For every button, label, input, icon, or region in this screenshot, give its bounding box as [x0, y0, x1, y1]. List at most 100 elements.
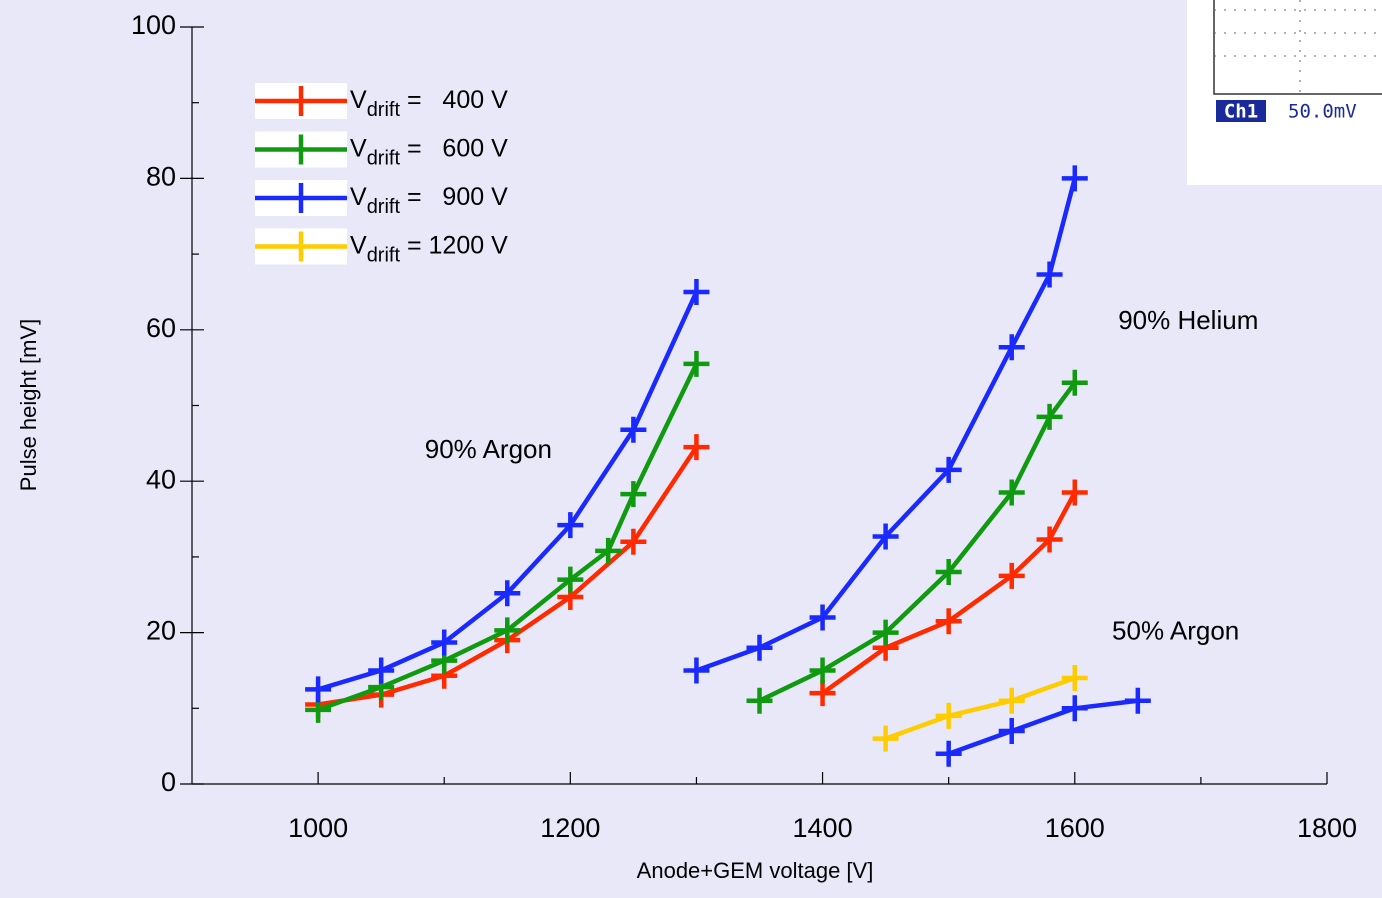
marker [809, 657, 836, 684]
marker [935, 702, 962, 729]
marker-cross [620, 481, 647, 508]
legend-label: Vdrift = 1200 V [350, 231, 508, 267]
marker-cross [809, 680, 836, 707]
marker [620, 528, 647, 555]
marker-cross [683, 434, 710, 461]
marker [935, 608, 962, 635]
marker [557, 566, 584, 593]
marker [935, 559, 962, 586]
marker-cross [935, 740, 962, 767]
marker [872, 619, 899, 646]
marker-cross [595, 537, 622, 564]
x-tick-label: 1800 [1297, 813, 1357, 843]
marker-cross [1036, 403, 1063, 430]
marker-cross [368, 657, 395, 684]
annotation: 90% Helium [1118, 305, 1258, 335]
y-tick-label: 20 [146, 616, 176, 646]
marker-cross [1061, 665, 1088, 692]
inset-screen [1213, 0, 1382, 95]
inset: Ch1 50.0mV [1187, 0, 1382, 185]
y-tick-label: 80 [146, 162, 176, 192]
y-tick-label: 40 [146, 464, 176, 494]
legend-label: Vdrift = 600 V [350, 134, 508, 170]
marker [683, 657, 710, 684]
marker-cross [935, 608, 962, 635]
marker-cross [1061, 479, 1088, 506]
y-tick-label: 60 [146, 313, 176, 343]
marker [1036, 261, 1063, 288]
marker [1036, 526, 1063, 553]
marker [595, 537, 622, 564]
x-tick-label: 1600 [1045, 813, 1105, 843]
marker [1061, 695, 1088, 722]
x-axis-label: Anode+GEM voltage [V] [637, 858, 874, 883]
marker [1061, 479, 1088, 506]
marker [683, 434, 710, 461]
marker [998, 334, 1025, 361]
marker-cross [683, 350, 710, 377]
series [872, 665, 1088, 752]
x-tick-label: 1200 [540, 813, 600, 843]
marker-cross [746, 634, 773, 661]
marker [683, 278, 710, 305]
marker [746, 634, 773, 661]
y-tick-label: 0 [161, 767, 176, 797]
marker-cross [1061, 695, 1088, 722]
marker-cross [809, 604, 836, 631]
inset-channel-bg [1216, 100, 1266, 122]
inset-channel: Ch1 [1224, 101, 1258, 123]
marker [368, 657, 395, 684]
marker [305, 676, 332, 703]
marker-cross [683, 657, 710, 684]
marker [683, 350, 710, 377]
marker [1036, 403, 1063, 430]
marker [872, 725, 899, 752]
marker-cross [935, 559, 962, 586]
marker [746, 687, 773, 714]
marker [1124, 687, 1151, 714]
marker [809, 604, 836, 631]
marker [557, 512, 584, 539]
marker [872, 523, 899, 550]
marker-cross [620, 416, 647, 443]
marker-cross [935, 456, 962, 483]
marker [494, 617, 521, 644]
marker-cross [683, 278, 710, 305]
y-axis-label: Pulse height [mV] [16, 319, 41, 491]
y-tick-label: 100 [131, 10, 176, 40]
marker [494, 580, 521, 607]
inset-scale: 50.0mV [1288, 101, 1357, 123]
marker-cross [809, 657, 836, 684]
annotation: 90% Argon [425, 434, 552, 464]
marker-cross [872, 619, 899, 646]
legend-entry: Vdrift = 900 V [255, 180, 508, 218]
marker-cross [1036, 261, 1063, 288]
marker [809, 680, 836, 707]
marker-cross [998, 479, 1025, 506]
marker-cross [746, 687, 773, 714]
x-tick-label: 1400 [793, 813, 853, 843]
marker [1061, 665, 1088, 692]
marker [935, 456, 962, 483]
marker-cross [1124, 687, 1151, 714]
marker-cross [872, 523, 899, 550]
marker [998, 479, 1025, 506]
legend-label: Vdrift = 400 V [350, 86, 508, 122]
marker [998, 718, 1025, 745]
marker-cross [494, 580, 521, 607]
marker-cross [998, 687, 1025, 714]
marker-cross [305, 676, 332, 703]
marker-cross [1036, 526, 1063, 553]
legend-entry: Vdrift = 400 V [255, 83, 508, 121]
marker-cross [872, 725, 899, 752]
legend-entry: Vdrift = 600 V [255, 131, 508, 170]
marker [998, 687, 1025, 714]
marker-cross [557, 512, 584, 539]
marker [620, 416, 647, 443]
marker-cross [998, 334, 1025, 361]
marker-cross [620, 528, 647, 555]
marker [620, 481, 647, 508]
marker [935, 740, 962, 767]
legend-label: Vdrift = 900 V [350, 183, 508, 219]
